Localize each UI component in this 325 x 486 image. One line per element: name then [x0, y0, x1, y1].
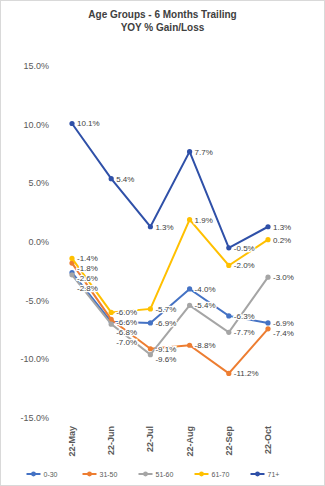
chart-border	[1, 1, 325, 486]
legend-label: 31-50	[100, 471, 118, 478]
y-tick-label: 15.0%	[23, 61, 49, 71]
x-tick-label: 22-Oct	[263, 426, 273, 454]
legend-label: 51-60	[156, 471, 174, 478]
data-label: 1.3%	[273, 223, 291, 232]
x-tick-label: 22-Aug	[185, 426, 195, 457]
tick-mark	[53, 124, 55, 125]
point	[265, 224, 270, 229]
point	[265, 326, 270, 331]
point	[69, 121, 74, 126]
point	[187, 343, 192, 348]
point	[265, 320, 270, 325]
legend-marker	[31, 472, 36, 477]
data-label: -9.1%	[155, 345, 176, 354]
data-label: -3.0%	[273, 273, 294, 282]
title: Age Groups - 6 Months Trailing	[88, 9, 236, 20]
data-label: -2.6%	[77, 274, 98, 283]
y-tick-label: 0.0%	[28, 237, 49, 247]
series-line	[72, 220, 268, 313]
data-label: -1.8%	[77, 264, 98, 273]
point	[226, 245, 231, 250]
point	[109, 310, 114, 315]
data-label: 5.4%	[116, 175, 134, 184]
data-label: 0.2%	[273, 236, 291, 245]
data-label: -5.7%	[155, 305, 176, 314]
x-tick-label: 22-Sep	[224, 425, 234, 455]
point	[226, 371, 231, 376]
point	[109, 176, 114, 181]
tick-mark	[53, 300, 55, 301]
point	[109, 322, 114, 327]
point	[148, 352, 153, 357]
point	[69, 256, 74, 261]
series-line	[72, 123, 268, 247]
data-label: -7.4%	[273, 329, 294, 338]
point	[148, 306, 153, 311]
point	[187, 149, 192, 154]
data-label: -2.8%	[77, 284, 98, 293]
series-line	[72, 275, 268, 355]
data-label: -8.8%	[195, 341, 216, 350]
data-label: -11.2%	[234, 369, 259, 378]
y-tick-label: -5.0%	[25, 296, 49, 306]
x-tick-label: 22-Jun	[106, 426, 116, 455]
x-tick-label: 22-May	[67, 426, 77, 457]
y-tick-label: 5.0%	[28, 178, 49, 188]
point	[148, 224, 153, 229]
point	[69, 272, 74, 277]
data-label: 7.7%	[195, 148, 213, 157]
data-label: -7.7%	[234, 328, 255, 337]
data-label: -6.0%	[116, 308, 137, 317]
data-label: -0.5%	[234, 244, 255, 253]
chart: Age Groups - 6 Months Trailing YOY % Gain…	[0, 0, 325, 486]
legend-marker	[87, 472, 92, 477]
data-label: -1.4%	[77, 254, 98, 263]
point	[187, 217, 192, 222]
point	[226, 263, 231, 268]
tick-mark	[53, 418, 55, 419]
data-label: -6.9%	[155, 319, 176, 328]
plot-area	[69, 121, 270, 376]
legend-label: 0-30	[44, 471, 58, 478]
data-label: 1.3%	[155, 223, 173, 232]
legend-marker	[255, 472, 260, 477]
point	[226, 330, 231, 335]
data-label: -5.4%	[195, 301, 216, 310]
data-label: -6.8%	[116, 328, 137, 337]
point	[148, 320, 153, 325]
data-label: -7.0%	[116, 338, 137, 347]
point	[187, 303, 192, 308]
x-tick-label: 22-Jul	[145, 426, 155, 452]
point	[187, 286, 192, 291]
data-label: -4.0%	[195, 285, 216, 294]
series-line	[72, 263, 268, 373]
point	[148, 346, 153, 351]
subtitle: YOY % Gain/Loss	[121, 22, 205, 33]
point	[265, 275, 270, 280]
legend-marker	[199, 472, 204, 477]
point	[226, 313, 231, 318]
data-label: -6.9%	[273, 319, 294, 328]
legend-marker	[143, 472, 148, 477]
data-label: 10.1%	[77, 119, 100, 128]
data-label: -6.6%	[116, 318, 137, 327]
legend-label: 71+	[268, 471, 280, 478]
data-label: -6.3%	[234, 312, 255, 321]
tick-mark	[53, 66, 55, 67]
data-label: -9.6%	[155, 355, 176, 364]
legend-label: 61-70	[212, 471, 230, 478]
tick-mark	[53, 359, 55, 360]
y-tick-label: 10.0%	[23, 120, 49, 130]
data-label: -2.0%	[234, 261, 255, 270]
point	[265, 237, 270, 242]
tick-mark	[53, 183, 55, 184]
tick-mark	[53, 242, 55, 243]
y-tick-label: -15.0%	[20, 413, 49, 423]
y-tick-label: -10.0%	[20, 354, 49, 364]
data-label: 1.9%	[195, 216, 213, 225]
